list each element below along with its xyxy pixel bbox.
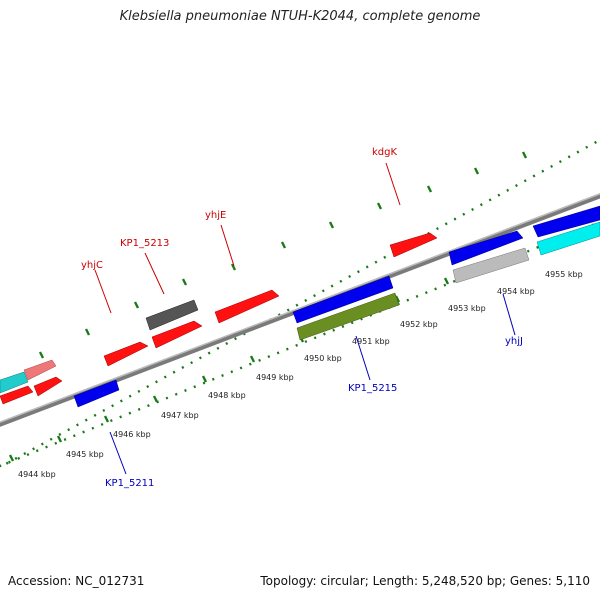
gene-label-KP1_5215[interactable]: KP1_5215	[348, 383, 397, 394]
gene-label-KP1_5211[interactable]: KP1_5211	[105, 478, 154, 489]
scale-label: 4954 kbp	[497, 287, 535, 296]
genome-title: Klebsiella pneumoniae NTUH-K2044, comple…	[119, 9, 481, 24]
gene-arrow[interactable]	[536, 221, 600, 256]
gene-arrow[interactable]	[452, 247, 530, 284]
gene-label-yhjC[interactable]: yhjC	[81, 260, 103, 271]
forward-major-ticks	[38, 151, 528, 359]
gene-arrow[interactable]	[0, 371, 29, 394]
scale-label: 4950 kbp	[304, 354, 342, 363]
scale-label: 4945 kbp	[66, 450, 104, 459]
gene-label-yhjE[interactable]: yhjE	[205, 210, 226, 221]
gene-label-KP1_5213[interactable]: KP1_5213	[120, 238, 169, 249]
gene-arrow[interactable]	[296, 292, 400, 341]
gene-arrow[interactable]	[532, 205, 600, 238]
accession-text: Accession: NC_012731	[8, 574, 145, 588]
gene-arrow[interactable]	[145, 299, 199, 331]
gene-arrow[interactable]	[389, 232, 438, 258]
gene-arrow[interactable]	[33, 376, 63, 397]
scale-label: 4953 kbp	[448, 304, 486, 313]
gene-arrow[interactable]	[73, 379, 120, 408]
scale-label: 4951 kbp	[352, 337, 390, 346]
gene-arrow[interactable]	[103, 341, 149, 367]
scale-label: 4952 kbp	[400, 320, 438, 329]
gene-label-yhjJ[interactable]: yhjJ	[505, 336, 523, 347]
scale-label: 4955 kbp	[545, 270, 583, 279]
topology-text: Topology: circular; Length: 5,248,520 bp…	[260, 574, 590, 588]
gene-arrow[interactable]	[151, 320, 203, 349]
reverse-genes	[73, 205, 600, 408]
gene-arrow[interactable]	[214, 289, 280, 324]
scale-label: 4947 kbp	[161, 411, 199, 420]
scale-label: 4946 kbp	[113, 430, 151, 439]
gene-arrow[interactable]	[448, 230, 524, 266]
gene-arrow[interactable]	[0, 385, 34, 405]
gene-label-kdgK[interactable]: kdgK	[372, 147, 397, 158]
scale-label: 4949 kbp	[256, 373, 294, 382]
gene-arrow[interactable]	[23, 359, 57, 381]
scale-label: 4944 kbp	[18, 470, 56, 479]
scale-label: 4948 kbp	[208, 391, 246, 400]
forward-genes	[0, 232, 438, 405]
gene-arrow[interactable]	[292, 275, 394, 324]
